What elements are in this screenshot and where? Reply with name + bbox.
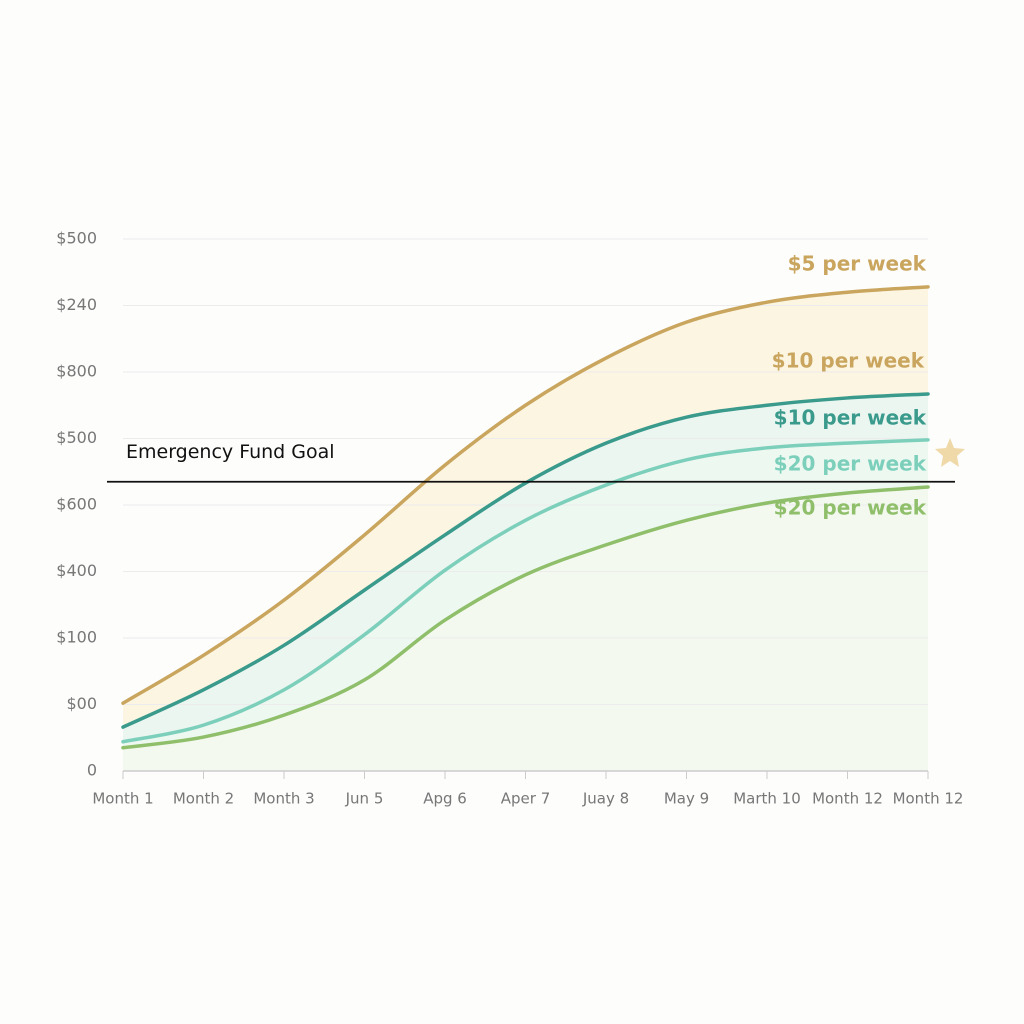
series-label: $5 per week: [788, 251, 927, 275]
x-tick-label: Month 12: [893, 790, 964, 808]
x-tick-label: Month 2: [173, 790, 234, 808]
x-tick-label: Apg 6: [423, 790, 467, 808]
series-label: $20 per week: [774, 451, 927, 475]
y-tick-label: $00: [66, 694, 97, 713]
x-tick-label: Month 3: [253, 790, 314, 808]
star-icon: [935, 438, 965, 467]
x-tick-label: Juay 8: [582, 790, 629, 808]
x-tick-label: Jun 5: [345, 790, 384, 808]
band-label: $10 per week: [772, 349, 925, 373]
y-tick-label: $500: [56, 428, 97, 447]
series-line: [121, 485, 930, 750]
y-tick-label: 0: [87, 761, 97, 780]
y-tick-label: $400: [56, 561, 97, 580]
y-tick-label: $800: [56, 362, 97, 381]
x-tick-label: Marth 10: [733, 790, 801, 808]
series-label: $10 per week: [774, 405, 927, 429]
y-tick-label: $600: [56, 495, 97, 514]
y-tick-label: $500: [56, 229, 97, 248]
y-tick-label: $100: [56, 628, 97, 647]
series-line: [121, 438, 930, 744]
x-tick-label: Month 12: [812, 790, 883, 808]
y-tick-label: $240: [56, 295, 97, 314]
series-line: [121, 285, 930, 705]
x-tick-label: Aper 7: [501, 790, 551, 808]
x-tick-label: Month 1: [92, 790, 153, 808]
goal-label: Emergency Fund Goal: [126, 441, 335, 463]
series-label: $20 per week: [774, 496, 927, 520]
series-line: [121, 392, 930, 729]
x-tick-label: May 9: [664, 790, 709, 808]
